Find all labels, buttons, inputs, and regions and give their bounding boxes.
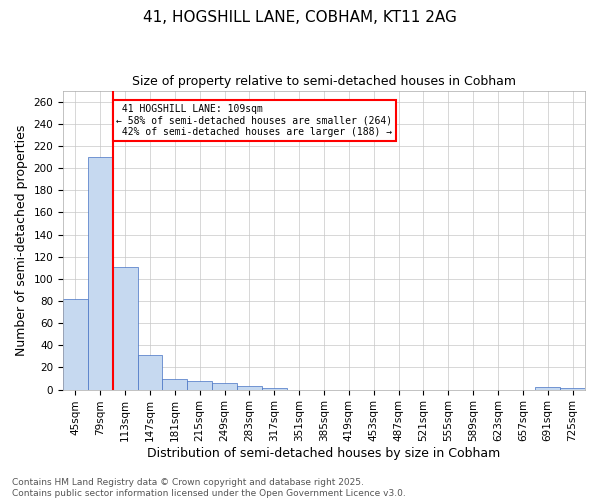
Bar — [113, 266, 137, 390]
Text: 41, HOGSHILL LANE, COBHAM, KT11 2AG: 41, HOGSHILL LANE, COBHAM, KT11 2AG — [143, 10, 457, 25]
Bar — [137, 356, 163, 390]
Bar — [262, 388, 287, 390]
Text: Contains HM Land Registry data © Crown copyright and database right 2025.
Contai: Contains HM Land Registry data © Crown c… — [12, 478, 406, 498]
Bar — [535, 388, 560, 390]
Bar — [88, 157, 113, 390]
Bar — [187, 380, 212, 390]
Bar — [560, 388, 585, 390]
Bar — [212, 383, 237, 390]
Y-axis label: Number of semi-detached properties: Number of semi-detached properties — [15, 124, 28, 356]
Bar — [163, 378, 187, 390]
Text: 41 HOGSHILL LANE: 109sqm
← 58% of semi-detached houses are smaller (264)
 42% of: 41 HOGSHILL LANE: 109sqm ← 58% of semi-d… — [116, 104, 392, 137]
X-axis label: Distribution of semi-detached houses by size in Cobham: Distribution of semi-detached houses by … — [148, 447, 500, 460]
Title: Size of property relative to semi-detached houses in Cobham: Size of property relative to semi-detach… — [132, 75, 516, 88]
Bar — [63, 299, 88, 390]
Bar — [237, 386, 262, 390]
